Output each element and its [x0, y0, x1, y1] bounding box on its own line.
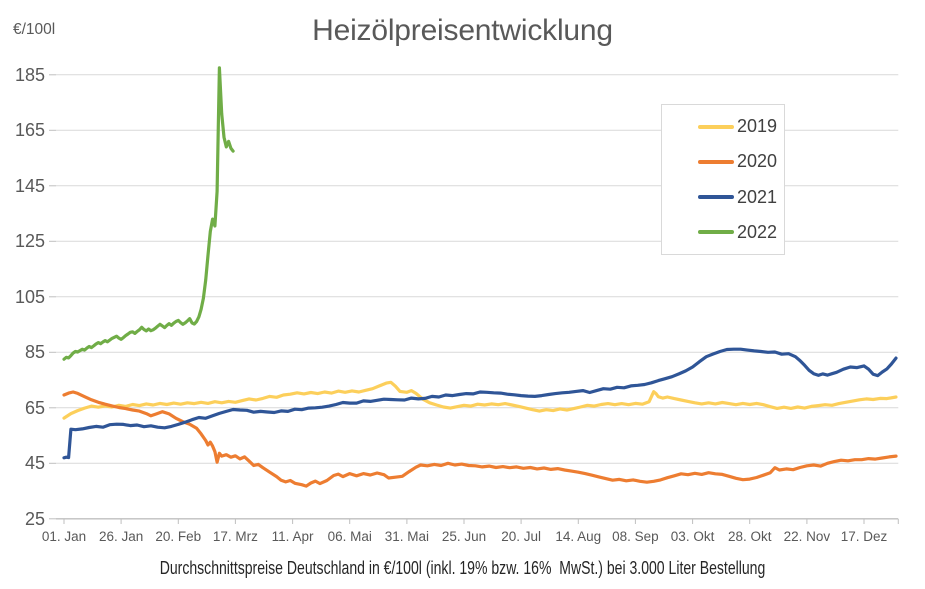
x-axis-tick-label: 06. Mai [327, 529, 372, 544]
x-axis-tick-label: 31. Mai [384, 529, 429, 544]
series-line-2022 [62, 66, 235, 361]
y-axis-unit-label: €/100l [13, 21, 56, 38]
x-axis-tick-label: 20. Jul [501, 529, 542, 544]
x-axis-tick-label: 26. Jan [98, 529, 144, 544]
series-line-2019 [62, 380, 898, 420]
legend-label: 2022 [737, 221, 778, 242]
legend-item-2020: 2020 [662, 151, 784, 173]
x-axis-tick-label: 22. Nov [783, 529, 831, 544]
legend-item-2021: 2021 [662, 186, 784, 208]
y-axis-tick-label: 25 [24, 508, 45, 529]
legend-item-2022: 2022 [662, 221, 784, 243]
x-axis-tick-label: 08. Sep [612, 529, 659, 544]
legend-swatch-2019 [698, 124, 734, 129]
x-axis-tick-label: 20. Feb [155, 529, 202, 544]
legend-swatch-2022 [698, 230, 734, 235]
x-axis-tick-label: 17. Mrz [212, 529, 258, 544]
legend-swatch-2021 [698, 195, 734, 200]
x-axis-tick-label: 14. Aug [555, 529, 602, 544]
y-axis-tick-label: 105 [14, 286, 45, 307]
x-axis-tick-label: 17. Dez [840, 529, 888, 544]
y-axis-tick-label: 145 [14, 175, 45, 196]
legend-label: 2021 [737, 186, 778, 207]
series-line-2021 [62, 347, 898, 460]
chart-title: Heizölpreisentwicklung [312, 14, 613, 47]
series-line-2020 [62, 390, 898, 488]
chart-caption: Durchschnittspreise Deutschland in €/100… [159, 558, 766, 578]
y-axis-tick-label: 125 [14, 231, 45, 252]
y-axis-tick-label: 85 [24, 342, 45, 363]
x-axis-tick-label: 25. Jun [441, 529, 487, 544]
y-axis-tick-label: 45 [24, 453, 45, 474]
x-axis-tick-label: 11. Apr [271, 529, 314, 544]
legend-item-2019: 2019 [662, 116, 784, 138]
legend-swatch-2020 [698, 159, 734, 164]
legend: 2019 2020 2021 2022 [661, 104, 785, 255]
x-axis-tick-label: 01. Jan [41, 529, 87, 544]
legend-label: 2020 [737, 151, 778, 172]
legend-label: 2019 [737, 116, 778, 137]
y-axis-tick-label: 185 [14, 64, 45, 85]
y-axis-tick-label: 65 [24, 397, 45, 418]
x-axis-tick-label: 03. Okt [670, 529, 715, 544]
x-axis-tick-label: 28. Okt [727, 529, 772, 544]
y-axis-tick-label: 165 [14, 120, 45, 141]
